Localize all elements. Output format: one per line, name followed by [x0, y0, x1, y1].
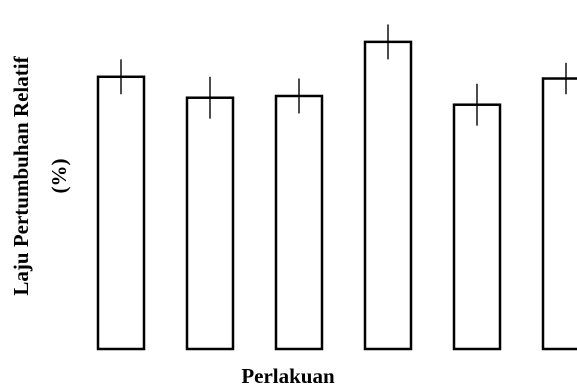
y-axis-title-line2: (%) — [47, 159, 71, 194]
x-axis-title: Perlakuan — [241, 364, 335, 387]
error-bars-group — [120, 24, 567, 126]
bar-6 — [541, 77, 577, 351]
y-axis-title-line1: Laju Pertumbuhan Relatif — [9, 55, 33, 295]
bar-2 — [185, 96, 235, 351]
bar-3 — [274, 94, 324, 351]
bars-group — [96, 40, 577, 351]
bar-5 — [452, 103, 502, 351]
bar-1 — [96, 75, 146, 351]
bar-4 — [363, 40, 413, 351]
